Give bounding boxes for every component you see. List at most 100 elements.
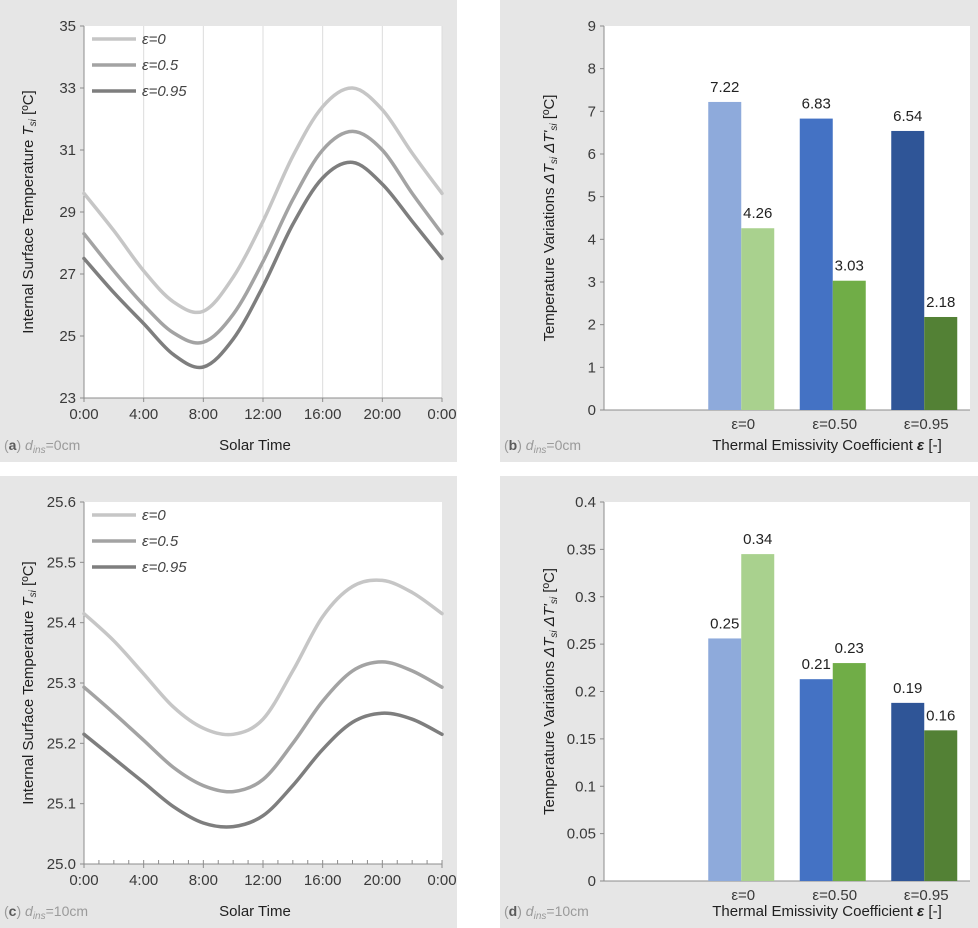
bar [924, 316, 958, 410]
bar [891, 702, 925, 881]
bar-value-label: 0.19 [893, 680, 922, 697]
y-tick-label: 25.6 [47, 494, 76, 511]
category-label: ε=0.50 [812, 416, 857, 433]
series-line [82, 86, 444, 315]
chart-panel-b: 0 1 2 3 4 5 6 7 8 9 7.22 4.26 ε=0 6.83 3.03 ε=0.50 6.54 2… [500, 0, 978, 462]
x-tick-label: 0:00 [69, 872, 98, 889]
legend-label: ε=0 [142, 507, 166, 524]
series-line [82, 660, 444, 794]
series-line [82, 578, 444, 737]
bar [891, 130, 925, 410]
y-tick-label: 0.2 [575, 684, 596, 701]
y-axis-title: Temperature Variations ΔTsi ΔT'si [ºC] [541, 95, 560, 342]
bar-value-label: 6.54 [893, 108, 922, 125]
bar [832, 663, 866, 881]
y-tick-label: 0.15 [567, 731, 596, 748]
x-tick-label: 16:00 [304, 872, 342, 889]
bar [741, 554, 775, 881]
y-tick-label: 0.4 [575, 494, 596, 511]
legend-label: ε=0.5 [142, 57, 179, 74]
y-tick-label: 33 [59, 80, 76, 97]
y-tick-label: 25.1 [47, 796, 76, 813]
bar-value-label: 6.83 [802, 96, 831, 113]
x-tick-label: 20:00 [364, 872, 402, 889]
bar [708, 638, 742, 881]
x-tick-label: 0:00 [427, 406, 456, 423]
y-tick-label: 2 [588, 317, 596, 334]
legend-label: ε=0.5 [142, 533, 179, 550]
category-label: ε=0.95 [904, 416, 949, 433]
y-tick-label: 35 [59, 18, 76, 35]
y-tick-label: 25.0 [47, 856, 76, 873]
y-tick-label: 29 [59, 204, 76, 221]
bar [741, 228, 775, 410]
bar-value-label: 3.03 [835, 258, 864, 275]
bar-value-label: 0.21 [802, 656, 831, 673]
x-tick-label: 4:00 [129, 872, 158, 889]
y-tick-label: 3 [588, 274, 596, 291]
chart-panel-a: 23 25 27 29 31 33 35 0:00 4:00 8:00 12:00 16:00 20:0… [0, 0, 457, 462]
y-tick-label: 1 [588, 359, 596, 376]
bar-value-label: 0.34 [743, 531, 772, 548]
legend-label: ε=0.95 [142, 83, 187, 100]
series-line [82, 129, 444, 345]
y-axis-title: Internal Surface Temperature Tsi [ºC] [20, 90, 39, 333]
y-tick-label: 6 [588, 146, 596, 163]
y-tick-label: 9 [588, 18, 596, 35]
chart-d-svg: 0 0.05 0.1 0.15 0.2 0.25 0.3 0.35 0.4 0.25 0.34 ε=0… [504, 494, 970, 922]
y-tick-label: 7 [588, 103, 596, 120]
x-tick-label: 16:00 [304, 406, 342, 423]
chart-a-svg: 23 25 27 29 31 33 35 0:00 4:00 8:00 12:00 16:00 20:0… [4, 18, 457, 456]
y-tick-label: 23 [59, 390, 76, 407]
y-tick-label: 25.5 [47, 554, 76, 571]
bar-value-label: 0.16 [926, 707, 955, 724]
category-label: ε=0 [731, 416, 755, 433]
y-axis-title: Internal Surface Temperature Tsi [ºC] [20, 561, 39, 804]
x-axis-title: Solar Time [219, 903, 291, 920]
y-tick-label: 0.05 [567, 826, 596, 843]
y-tick-label: 0.1 [575, 778, 596, 795]
chart-panel-c: 25.0 25.1 25.2 25.3 25.4 25.5 25.6 0:00 4:00 8:00… [0, 476, 457, 928]
y-tick-label: 0.25 [567, 636, 596, 653]
bar-value-label: 7.22 [710, 79, 739, 96]
y-tick-label: 27 [59, 266, 76, 283]
category-label: ε=0.95 [904, 887, 949, 904]
y-tick-label: 8 [588, 61, 596, 78]
y-tick-label: 31 [59, 142, 76, 159]
bar-value-label: 0.23 [835, 640, 864, 657]
panel-caption: (d) dins=10cm [504, 903, 589, 922]
chart-c-svg: 25.0 25.1 25.2 25.3 25.4 25.5 25.6 0:00 4:00 8:00… [4, 494, 457, 922]
y-tick-label: 25 [59, 328, 76, 345]
x-tick-label: 8:00 [189, 872, 218, 889]
panel-caption: (a) dins=0cm [4, 437, 80, 456]
category-label: ε=0 [731, 887, 755, 904]
x-axis-title: Thermal Emissivity Coefficient ε [-] [712, 903, 941, 920]
x-tick-label: 12:00 [244, 872, 282, 889]
bar [832, 280, 866, 410]
chart-panel-d: 0 0.05 0.1 0.15 0.2 0.25 0.3 0.35 0.4 0.25 0.34 ε=0… [500, 476, 978, 928]
legend-label: ε=0.95 [142, 559, 187, 576]
y-tick-label: 4 [588, 231, 596, 248]
x-axis-title: Solar Time [219, 437, 291, 454]
panel-caption: (c) dins=10cm [4, 903, 88, 922]
bar [799, 679, 833, 881]
category-label: ε=0.50 [812, 887, 857, 904]
y-tick-label: 0.3 [575, 589, 596, 606]
legend-label: ε=0 [142, 31, 166, 48]
panel-caption: (b) dins=0cm [504, 437, 581, 456]
series-line [82, 711, 444, 829]
x-tick-label: 0:00 [69, 406, 98, 423]
y-tick-label: 25.3 [47, 675, 76, 692]
y-tick-label: 25.2 [47, 735, 76, 752]
series-line [82, 160, 444, 370]
x-tick-label: 4:00 [129, 406, 158, 423]
y-tick-label: 0 [588, 873, 596, 890]
y-tick-label: 5 [588, 189, 596, 206]
y-tick-label: 25.4 [47, 615, 76, 632]
chart-b-svg: 0 1 2 3 4 5 6 7 8 9 7.22 4.26 ε=0 6.83 3.03 ε=0.50 6.54 2… [504, 18, 970, 456]
bar [799, 118, 833, 410]
bar [708, 101, 742, 411]
plot-area [84, 502, 442, 864]
x-tick-label: 8:00 [189, 406, 218, 423]
x-axis-title: Thermal Emissivity Coefficient ε [-] [712, 437, 941, 454]
